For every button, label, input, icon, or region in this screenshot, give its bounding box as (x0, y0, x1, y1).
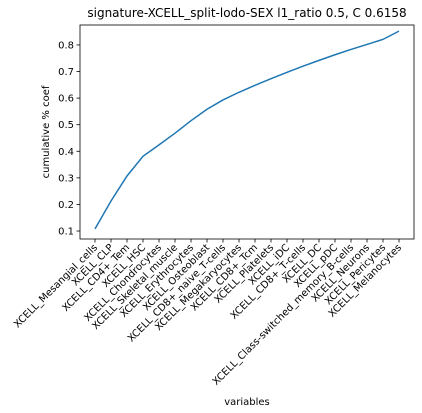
y-tick-label: 0.7 (58, 67, 74, 78)
y-tick-label: 0.8 (58, 40, 74, 51)
series-line (94, 30, 400, 230)
y-tick-label: 0.6 (58, 94, 74, 105)
y-tick-label: 0.4 (58, 147, 74, 158)
x-axis: XCELL_Mesangial_cellsXCELL_CLPXCELL_CD4+… (12, 239, 404, 388)
chart-title: signature-XCELL_split-lodo-SEX l1_ratio … (87, 6, 406, 20)
y-tick-label: 0.3 (58, 173, 74, 184)
x-axis-label: variables (224, 397, 270, 408)
y-tick-label: 0.1 (58, 227, 74, 238)
y-tick-label: 0.5 (58, 120, 74, 131)
y-axis: 0.1 0.2 0.3 0.4 0.5 0.6 0.7 0.8 (58, 40, 80, 238)
y-tick-label: 0.2 (58, 200, 74, 211)
plot-area-frame (79, 24, 415, 240)
y-axis-label: cumulative % coef (41, 85, 52, 178)
